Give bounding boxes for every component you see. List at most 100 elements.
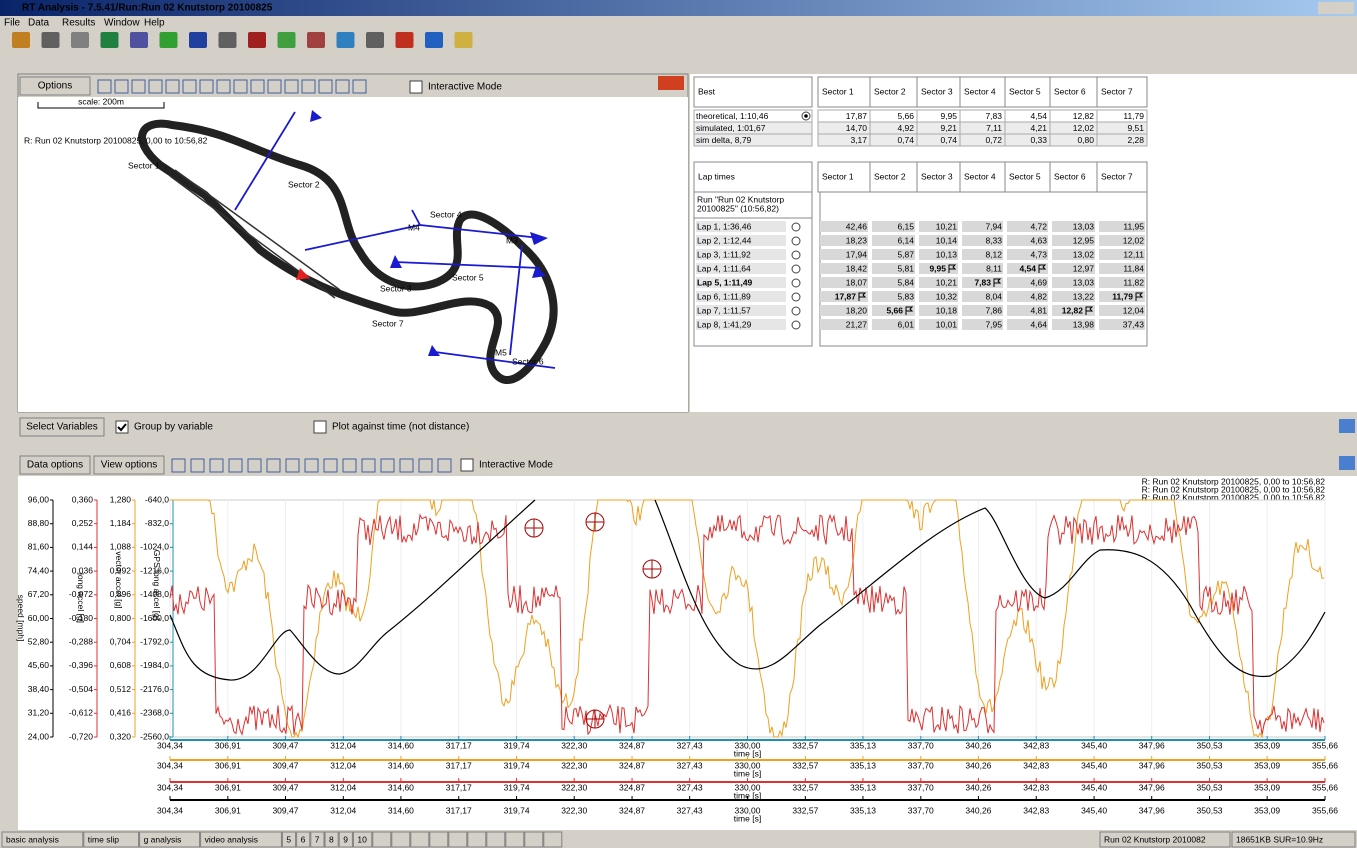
radio[interactable]: [791, 320, 801, 330]
map-tool[interactable]: [233, 79, 248, 94]
tab-label[interactable]: 9: [343, 834, 348, 844]
toolbar-icon[interactable]: [71, 32, 89, 48]
map-tool[interactable]: [250, 79, 265, 94]
close-btn[interactable]: [1339, 419, 1355, 433]
toolbar-icon[interactable]: [41, 32, 60, 48]
checkbox[interactable]: [313, 420, 327, 434]
radio[interactable]: [791, 292, 801, 302]
plot-tool[interactable]: [418, 458, 433, 473]
map-tool[interactable]: [182, 79, 197, 94]
toolbar-icon[interactable]: [248, 32, 266, 48]
plot-tool[interactable]: [323, 458, 338, 473]
toolbar-icon[interactable]: [425, 32, 443, 48]
toolbar-icon[interactable]: [189, 32, 207, 48]
checkbox[interactable]: [460, 458, 474, 472]
tab[interactable]: [281, 831, 297, 848]
toolbar-icon[interactable]: [307, 32, 325, 48]
map-tool[interactable]: [131, 79, 146, 94]
button[interactable]: [93, 455, 165, 475]
checkbox[interactable]: [409, 80, 423, 94]
button[interactable]: [19, 417, 105, 437]
tab-label[interactable]: 8: [329, 834, 334, 844]
tab[interactable]: [429, 831, 449, 848]
map-tool[interactable]: [114, 79, 129, 94]
map-tool[interactable]: [148, 79, 163, 94]
toolbar-icon[interactable]: [336, 32, 355, 48]
tab[interactable]: [448, 831, 468, 848]
plot-tool[interactable]: [342, 458, 357, 473]
tab-label[interactable]: 10: [357, 834, 367, 844]
radio[interactable]: [791, 264, 801, 274]
button-label[interactable]: Select Variables: [26, 422, 98, 433]
button[interactable]: [19, 455, 91, 475]
toolbar-icon[interactable]: [159, 32, 178, 48]
tab[interactable]: [467, 831, 487, 848]
tab-label[interactable]: g analysis: [144, 834, 182, 844]
plot-tool[interactable]: [228, 458, 243, 473]
radio[interactable]: [791, 278, 801, 288]
tab[interactable]: [324, 831, 339, 848]
button-label[interactable]: Options: [38, 81, 72, 92]
tab[interactable]: [543, 831, 563, 848]
plot-tool[interactable]: [437, 458, 452, 473]
map-tool[interactable]: [97, 79, 112, 94]
toolbar-icon[interactable]: [277, 32, 296, 48]
plot-tool[interactable]: [399, 458, 414, 473]
tab[interactable]: [310, 831, 325, 848]
tab-label[interactable]: basic analysis: [6, 834, 59, 844]
menu-item[interactable]: Help: [144, 18, 165, 29]
tab[interactable]: [83, 831, 140, 848]
plot-tool[interactable]: [171, 458, 186, 473]
menu-item[interactable]: File: [4, 18, 21, 29]
window-controls[interactable]: [1318, 2, 1354, 14]
plot-tool[interactable]: [247, 458, 262, 473]
toolbar-icon[interactable]: [130, 32, 148, 48]
plot-tool[interactable]: [380, 458, 395, 473]
tab-label[interactable]: 5: [286, 834, 291, 844]
tab[interactable]: [524, 831, 544, 848]
tab[interactable]: [296, 831, 311, 848]
tab[interactable]: [1, 831, 84, 848]
toolbar-icon[interactable]: [454, 32, 473, 48]
map-tool[interactable]: [199, 79, 214, 94]
close-btn[interactable]: [1339, 456, 1355, 470]
tab[interactable]: [410, 831, 430, 848]
tab[interactable]: [200, 831, 282, 848]
tab[interactable]: [486, 831, 506, 848]
radio[interactable]: [791, 222, 801, 232]
toolbar-icon[interactable]: [218, 32, 237, 48]
menu-item[interactable]: Window: [104, 18, 140, 29]
radio[interactable]: [791, 306, 801, 316]
tab-label[interactable]: 6: [301, 834, 306, 844]
map-tool[interactable]: [284, 79, 299, 94]
button-label[interactable]: Data options: [27, 460, 83, 471]
toolbar-icon[interactable]: [366, 32, 384, 48]
plot-tool[interactable]: [361, 458, 376, 473]
plot-tool[interactable]: [304, 458, 319, 473]
toolbar-icon[interactable]: [100, 32, 119, 48]
map-tool[interactable]: [267, 79, 282, 94]
tab[interactable]: [391, 831, 411, 848]
button[interactable]: [19, 76, 91, 96]
map-tool[interactable]: [216, 79, 231, 94]
tab-label[interactable]: 7: [315, 834, 320, 844]
plot-tool[interactable]: [190, 458, 205, 473]
tab-label[interactable]: video analysis: [205, 834, 258, 844]
button-label[interactable]: View options: [101, 460, 158, 471]
tab[interactable]: [372, 831, 392, 848]
tab[interactable]: [338, 831, 353, 848]
menu-item[interactable]: Data: [28, 18, 50, 29]
map-tool[interactable]: [335, 79, 350, 94]
checkbox[interactable]: [115, 420, 129, 434]
menu-item[interactable]: Results: [62, 18, 95, 29]
tab[interactable]: [505, 831, 525, 848]
map-tool[interactable]: [165, 79, 180, 94]
map-tool[interactable]: [352, 79, 367, 94]
radio[interactable]: [791, 250, 801, 260]
toolbar-icon[interactable]: [12, 32, 30, 48]
plot-tool[interactable]: [266, 458, 281, 473]
radio[interactable]: [791, 236, 801, 246]
map-tool[interactable]: [318, 79, 333, 94]
plot-tool[interactable]: [209, 458, 224, 473]
toolbar-icon[interactable]: [395, 32, 414, 48]
